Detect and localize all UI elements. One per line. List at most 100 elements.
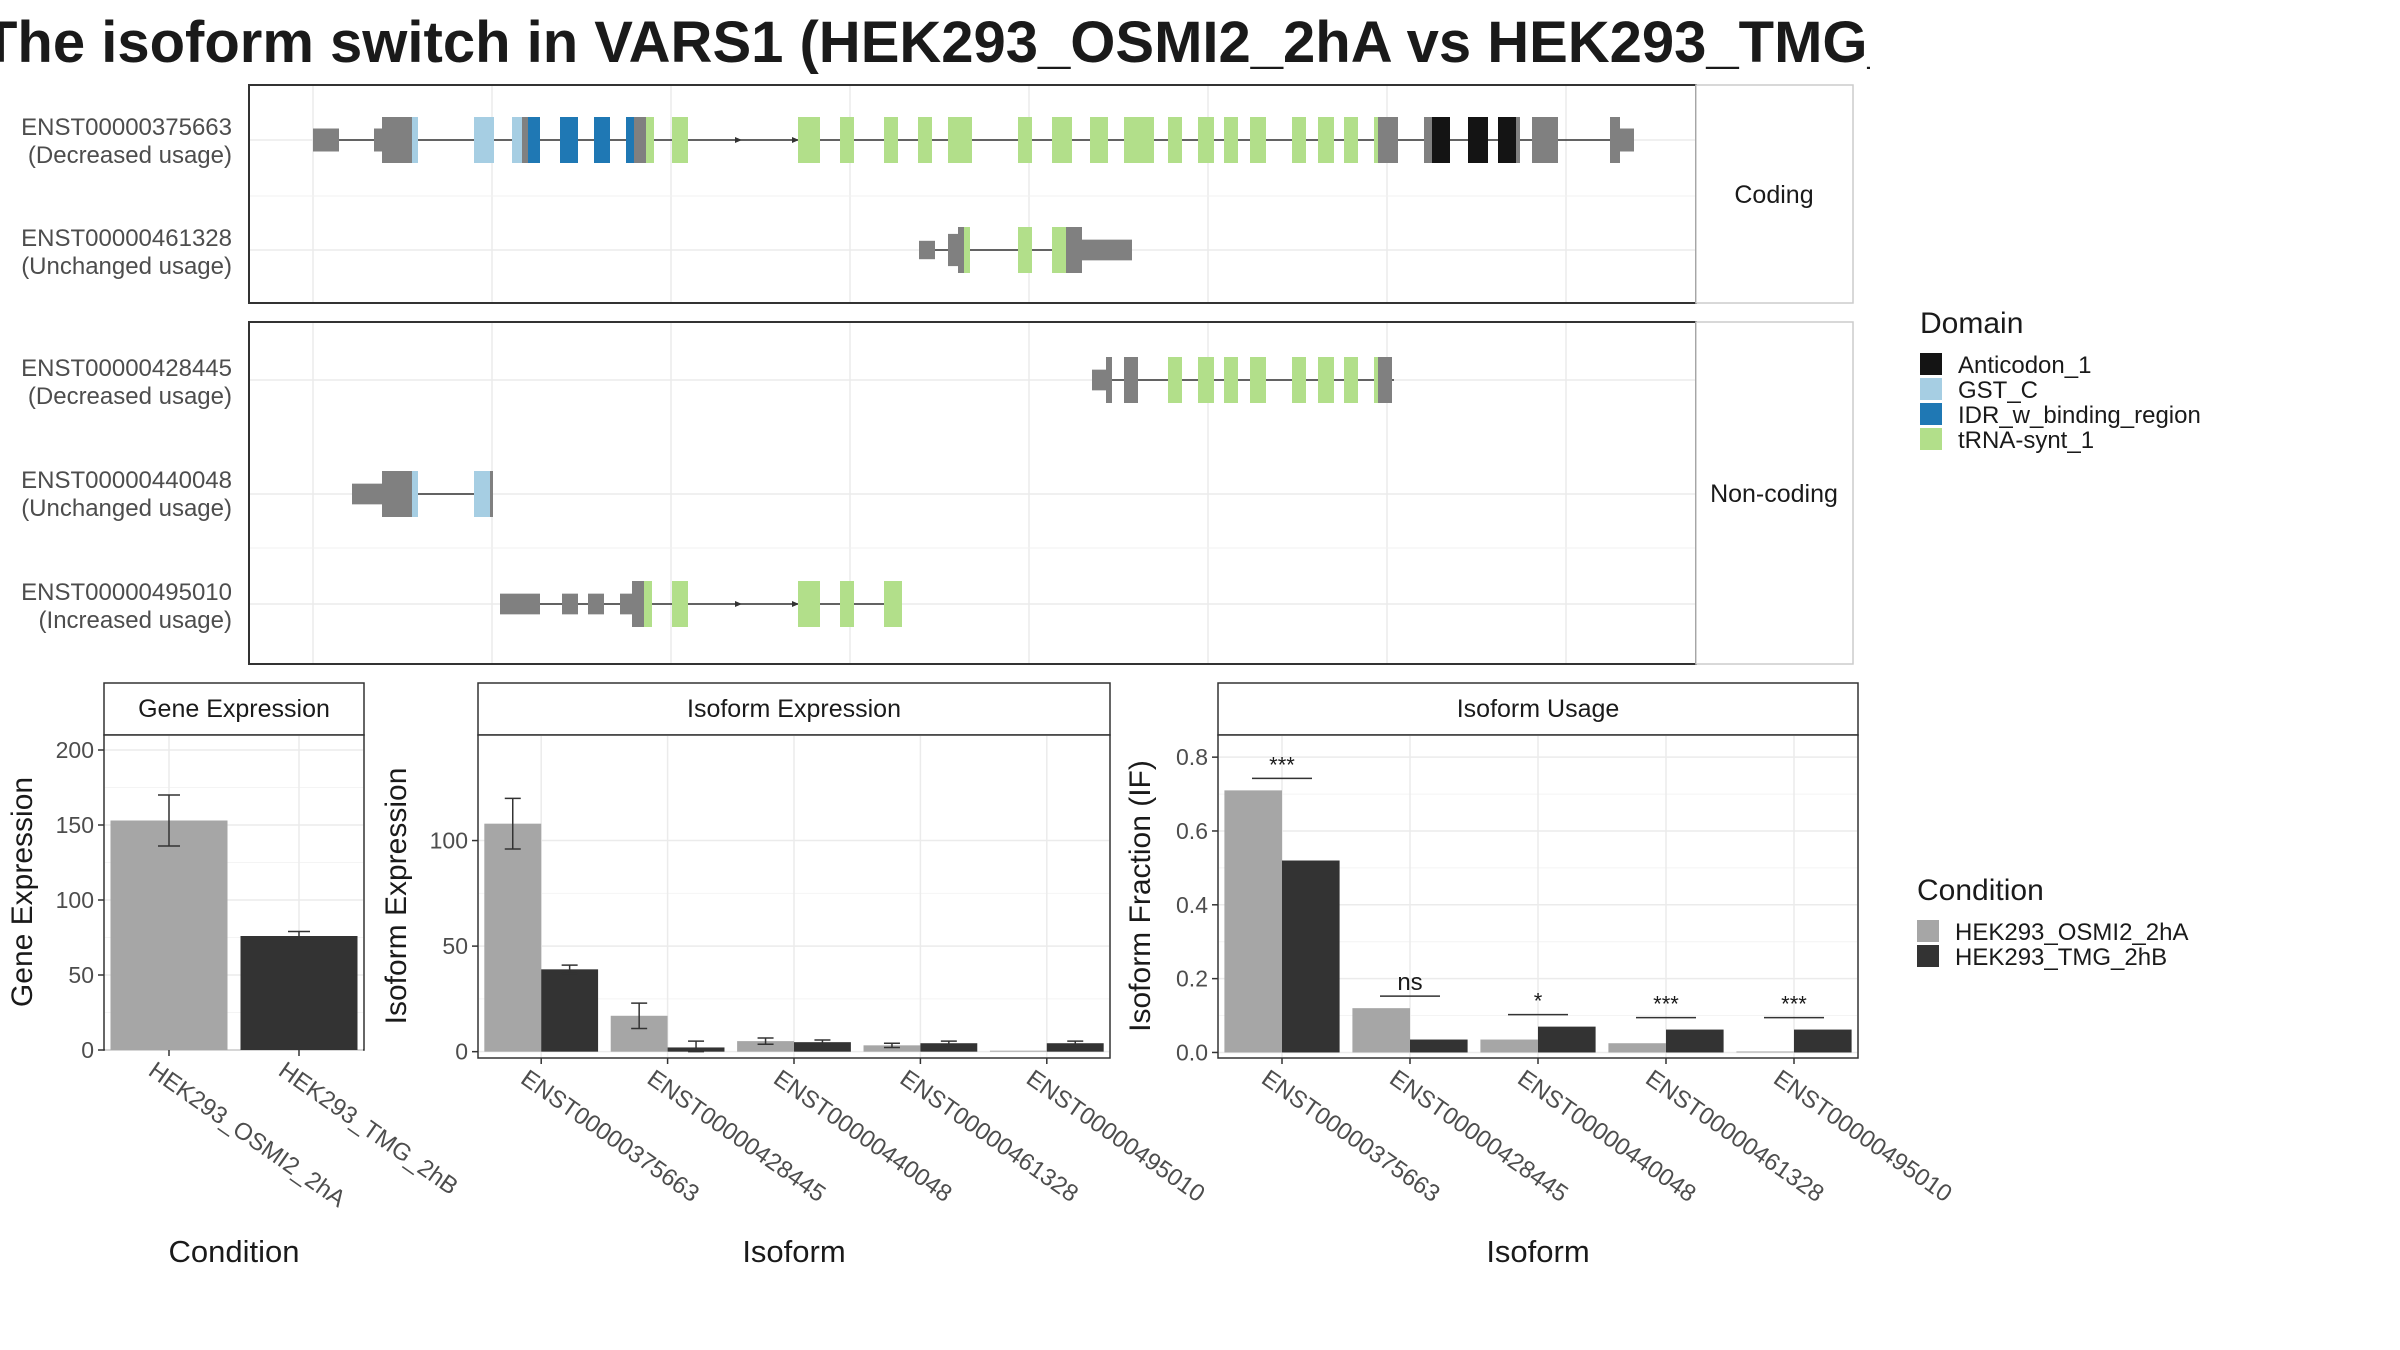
exon-block (1018, 117, 1032, 163)
bar (920, 1043, 978, 1052)
exon-block (1224, 117, 1238, 163)
y-axis-title: Isoform Expression (380, 768, 413, 1025)
exon-block (1620, 128, 1634, 152)
exon-block (1198, 357, 1214, 403)
transcript-models (313, 117, 1634, 627)
exon-block (840, 117, 854, 163)
transcript-model (919, 227, 1132, 273)
significance-label: *** (1781, 992, 1807, 1017)
y-tick-label: 0.2 (1176, 966, 1208, 992)
exon-block (1344, 117, 1358, 163)
exon-block (594, 117, 610, 163)
condition-legend: Condition HEK293_OSMI2_2hA HEK293_TMG_2h… (1917, 874, 2188, 971)
strip-isoform-usage (1217, 682, 1859, 736)
noncoding-strip (1695, 321, 1854, 665)
legend-key-idr (1920, 403, 1942, 425)
tx-label-id: ENST00000495010 (21, 579, 232, 606)
exon-block (474, 471, 490, 517)
y-tick-label: 200 (56, 737, 94, 763)
exon-block (522, 117, 528, 163)
transcript-model (1092, 357, 1394, 403)
y-tick-label: 100 (430, 828, 468, 854)
exon-block (1374, 357, 1378, 403)
exon-block (588, 593, 604, 615)
exon-block (560, 117, 578, 163)
bar (110, 820, 228, 1050)
exon-block (798, 117, 820, 163)
exon-block (382, 471, 412, 517)
bar (1794, 1029, 1852, 1053)
domain-legend: Domain Anticodon_1 GST_C IDR_w_binding_r… (1920, 307, 2201, 454)
tx-label-usage: (Unchanged usage) (21, 495, 232, 522)
legend-label: GST_C (1958, 377, 2038, 404)
legend-key-trna (1920, 428, 1942, 450)
transcript-model (500, 581, 902, 627)
significance-label: *** (1269, 752, 1295, 777)
legend-key-cond1 (1917, 920, 1939, 942)
transcript-model (352, 471, 493, 517)
bar (240, 936, 358, 1050)
exon-block (634, 117, 646, 163)
exon-block (1318, 117, 1334, 163)
exon-block (948, 117, 972, 163)
exon-block (948, 233, 958, 267)
exon-block (840, 581, 854, 627)
y-tick-label: 100 (56, 887, 94, 913)
exon-block (412, 471, 418, 517)
legend-label: tRNA-synt_1 (1958, 427, 2094, 454)
tx-label-usage: (Decreased usage) (28, 142, 232, 169)
bar (1608, 1043, 1666, 1053)
exon-block (562, 593, 578, 615)
exon-block (528, 117, 540, 163)
strand-arrow (792, 601, 799, 607)
y-axis-title: Isoform Fraction (IF) (1124, 760, 1157, 1032)
strand-arrow (735, 137, 742, 143)
exon-block (1052, 117, 1072, 163)
transcript-model (313, 117, 1634, 163)
transcript-structure-panels: Coding Non-coding ENST00000375663 (Decre… (21, 84, 1854, 665)
exon-block (1092, 369, 1106, 391)
bar (541, 969, 599, 1052)
exon-block (1498, 117, 1516, 163)
y-tick-label: 0 (81, 1037, 94, 1063)
exon-block (1468, 117, 1488, 163)
bar (1282, 860, 1340, 1053)
bar (794, 1042, 851, 1052)
coding-strip (1695, 84, 1854, 304)
exon-block (1344, 357, 1358, 403)
exon-block (1292, 357, 1306, 403)
legend-key-anticodon (1920, 353, 1942, 375)
bar (1352, 1008, 1410, 1053)
significance-label: * (1534, 989, 1543, 1014)
exon-block (1168, 357, 1182, 403)
legend-label: HEK293_TMG_2hB (1955, 944, 2167, 971)
y-tick-label: 0.4 (1176, 892, 1208, 918)
exon-block (1532, 117, 1558, 163)
significance-label: *** (1653, 992, 1679, 1017)
y-tick-label: 50 (442, 933, 468, 959)
legend-label: HEK293_OSMI2_2hA (1955, 919, 2188, 946)
exon-block (374, 128, 382, 152)
y-tick-label: 150 (56, 812, 94, 838)
exon-block (1224, 357, 1238, 403)
plot-title: The isoform switch in VARS1 (HEK293_OSMI… (0, 10, 1870, 75)
exon-block (1124, 117, 1154, 163)
exon-block (1066, 227, 1082, 273)
condition-legend-title: Condition (1917, 874, 2044, 907)
exon-block (632, 581, 644, 627)
exon-block (1124, 357, 1138, 403)
exon-block (1610, 117, 1620, 163)
legend-label: Anticodon_1 (1958, 352, 2091, 379)
bar (737, 1041, 794, 1052)
y-tick-label: 0.0 (1176, 1039, 1208, 1065)
y-tick-label: 50 (68, 962, 94, 988)
noncoding-strip-label: Non-coding (1710, 480, 1838, 508)
exon-block (1052, 227, 1066, 273)
legend-label: IDR_w_binding_region (1958, 402, 2201, 429)
chart-title: Isoform Usage (1457, 695, 1620, 723)
tx-label-usage: (Unchanged usage) (21, 253, 232, 280)
exon-block (382, 117, 412, 163)
x-axis-title: Isoform (742, 1234, 845, 1269)
exon-block (884, 581, 902, 627)
